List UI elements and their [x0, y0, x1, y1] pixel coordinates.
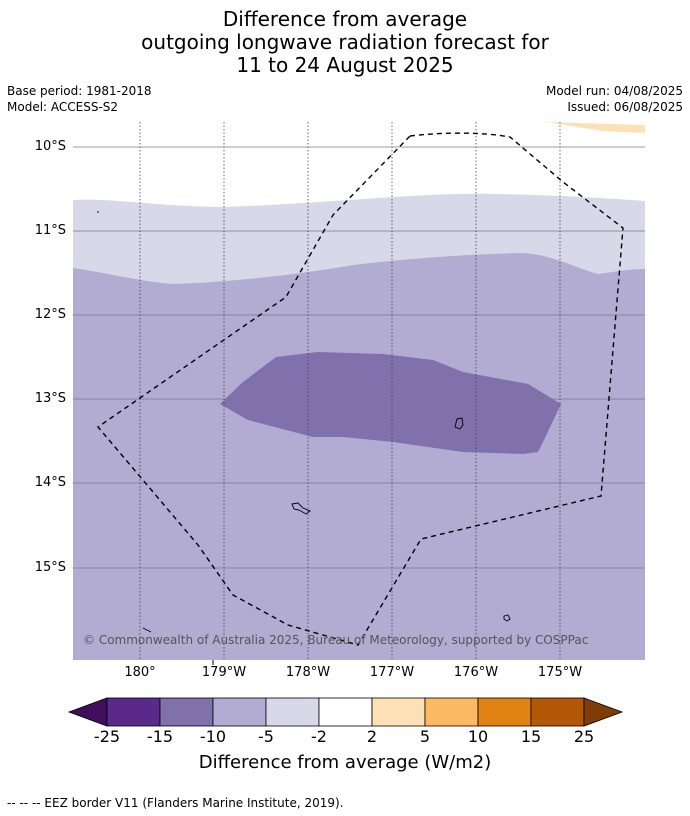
model-run: Model run: 04/08/2025: [545, 84, 683, 98]
colorbar-label: Difference from average (W/m2): [198, 752, 492, 773]
island-south: [503, 614, 511, 622]
colorbar-extend-high: [583, 697, 624, 727]
issued-date: Issued: 06/08/2025: [567, 100, 683, 114]
colorbar-segment: [106, 697, 161, 727]
meta-right: Model run: 04/08/2025 Issued: 06/08/2025: [546, 83, 683, 115]
meta-left: Base period: 1981-2018 Model: ACCESS-S2: [7, 83, 152, 115]
map-canvas: [73, 122, 645, 660]
colorbar-segment: [265, 697, 320, 727]
title-line-1: Difference from average: [222, 7, 468, 31]
latitude-gridlines: [73, 146, 645, 569]
contour-medium-lavender: [73, 253, 645, 660]
island-southwest-small: [142, 627, 152, 633]
colorbar-segment: [424, 697, 479, 727]
eez-border: [96, 132, 624, 646]
colorbar-tick: 5: [419, 727, 431, 746]
colorbar: [67, 697, 624, 727]
lon-label-180: 180°: [124, 665, 156, 680]
colorbar-tick: 10: [467, 727, 489, 746]
island-east: [454, 417, 464, 430]
colorbar-extend-low: [67, 697, 108, 727]
lat-label-11s: 11°S: [34, 223, 66, 238]
colorbar-segment: [212, 697, 267, 727]
base-period: Base period: 1981-2018: [7, 84, 152, 98]
lon-label-175w: 175°W: [537, 665, 583, 680]
eez-legend-note: -- -- -- EEZ border V11 (Flanders Marine…: [7, 796, 344, 810]
colorbar-tick: 15: [520, 727, 542, 746]
contour-top-right-orange: [546, 122, 645, 133]
colorbar-segment: [371, 697, 426, 727]
lon-label-178w: 178°W: [285, 665, 331, 680]
longitude-gridlines: [139, 122, 561, 660]
island-southwest: [291, 502, 311, 515]
island-northwest-dot: [97, 211, 99, 213]
colorbar-tick: -2: [311, 727, 327, 746]
colorbar-tick: -5: [258, 727, 274, 746]
lat-label-14s: 14°S: [34, 475, 66, 490]
colorbar-segment: [318, 697, 373, 727]
colorbar-tick: 2: [366, 727, 378, 746]
lon-label-177w: 177°W: [369, 665, 415, 680]
colorbar-segment: [159, 697, 214, 727]
lon-label-176w: 176°W: [453, 665, 499, 680]
lon-label-179w: 179°W: [201, 665, 247, 680]
title-line-2: outgoing longwave radiation forecast for: [141, 30, 549, 54]
colorbar-segment: [477, 697, 532, 727]
colorbar-tick: -15: [146, 727, 174, 746]
copyright-notice: © Commonwealth of Australia 2025, Bureau…: [83, 633, 589, 647]
lat-label-12s: 12°S: [34, 307, 66, 322]
map-title: Difference from average outgoing longwav…: [0, 8, 690, 77]
model-name: Model: ACCESS-S2: [7, 100, 119, 114]
lat-label-15s: 15°S: [34, 560, 66, 575]
lat-label-10s: 10°S: [34, 139, 66, 154]
colorbar-tick: -25: [93, 727, 121, 746]
colorbar-tick: -10: [199, 727, 227, 746]
colorbar-segment: [530, 697, 585, 727]
colorbar-tick: 25: [573, 727, 595, 746]
axis-ticks: [212, 660, 214, 665]
lat-label-13s: 13°S: [34, 391, 66, 406]
forecast-map: [73, 122, 645, 660]
title-line-3: 11 to 24 August 2025: [236, 53, 454, 77]
